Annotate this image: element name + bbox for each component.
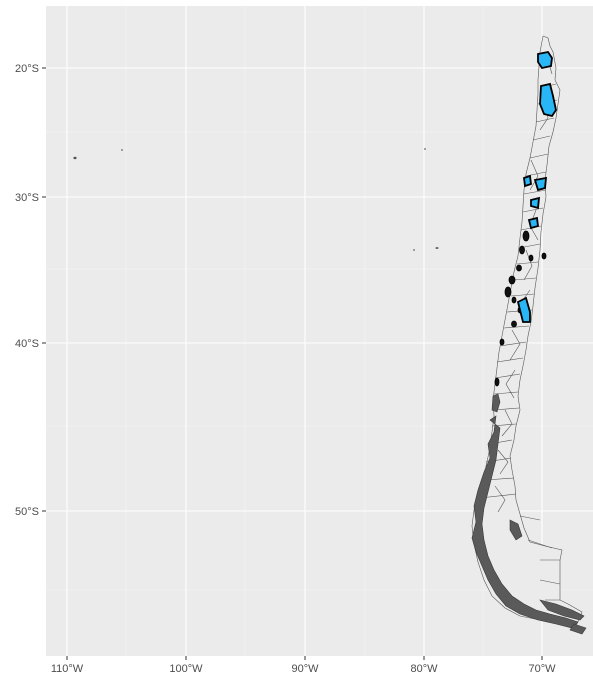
tierra-del-fuego-coast	[539, 599, 585, 621]
dark-comunas	[494, 230, 547, 387]
highlighted-comunas	[516, 50, 557, 323]
highlight-araucania	[516, 296, 531, 323]
islands	[73, 148, 439, 251]
highlight-atacama-interior	[533, 176, 548, 192]
x-tick-label: 90°W	[291, 663, 319, 675]
san-felix-island	[424, 148, 426, 150]
robinson-crusoe-island	[435, 247, 439, 249]
highlight-valparaiso-interior	[527, 216, 539, 230]
x-tick-label: 70°W	[528, 663, 556, 675]
x-axis-labels: 110°W 100°W 90°W 80°W 70°W	[51, 663, 556, 675]
y-axis-ticks	[42, 67, 46, 512]
chiloe-island	[491, 393, 501, 413]
y-axis-labels: 20°S 30°S 40°S 50°S	[15, 63, 39, 518]
archipelago-fragment	[509, 519, 523, 541]
highlight-coquimbo	[530, 196, 541, 210]
archipelago-fragment	[569, 623, 587, 635]
easter-island	[73, 156, 77, 160]
chile-outline	[471, 35, 583, 627]
x-tick-label: 80°W	[410, 663, 438, 675]
alejandro-selkirk-island	[413, 249, 415, 251]
highlight-atacama-coast	[523, 174, 532, 188]
y-tick-label: 20°S	[15, 63, 39, 75]
highlight-north-tarapaca	[537, 50, 553, 70]
major-gridlines	[46, 6, 593, 656]
y-tick-label: 30°S	[15, 192, 39, 204]
x-axis-ticks	[66, 656, 543, 660]
y-tick-label: 40°S	[15, 338, 39, 350]
highlight-antofagasta-interior	[539, 82, 557, 118]
x-tick-label: 110°W	[51, 663, 84, 675]
y-tick-label: 50°S	[15, 506, 39, 518]
sala-y-gomez-island	[121, 149, 123, 151]
x-tick-label: 100°W	[169, 663, 203, 675]
